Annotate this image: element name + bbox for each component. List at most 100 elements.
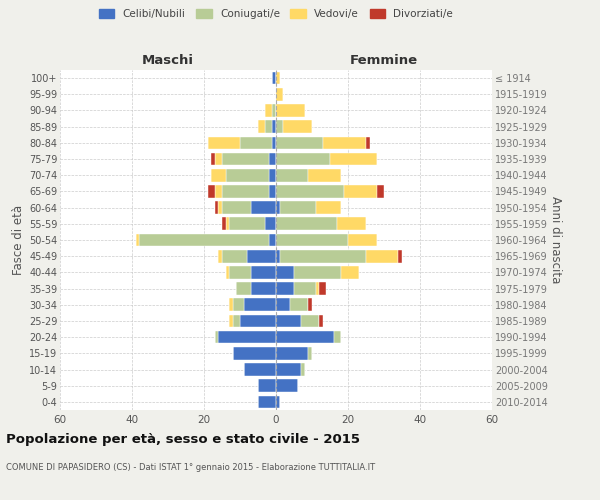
Bar bbox=[276, 314, 301, 328]
Bar bbox=[276, 120, 283, 133]
Y-axis label: Anni di nascita: Anni di nascita bbox=[548, 196, 562, 284]
Bar bbox=[301, 314, 319, 328]
Bar bbox=[222, 185, 269, 198]
Bar bbox=[276, 396, 280, 408]
Bar bbox=[276, 185, 344, 198]
Bar bbox=[272, 104, 276, 117]
Bar bbox=[211, 169, 226, 181]
Bar bbox=[139, 234, 269, 246]
Bar bbox=[240, 136, 272, 149]
Bar bbox=[258, 380, 276, 392]
Bar bbox=[272, 120, 276, 133]
Bar bbox=[276, 72, 280, 85]
Bar bbox=[276, 218, 337, 230]
Bar bbox=[226, 169, 269, 181]
Bar bbox=[226, 218, 229, 230]
Bar bbox=[251, 282, 276, 295]
Bar bbox=[276, 152, 330, 166]
Bar bbox=[226, 266, 229, 278]
Bar bbox=[269, 185, 276, 198]
Bar bbox=[229, 266, 251, 278]
Bar bbox=[233, 298, 244, 311]
Bar bbox=[280, 250, 366, 262]
Bar bbox=[244, 363, 276, 376]
Bar bbox=[222, 218, 226, 230]
Bar bbox=[251, 202, 276, 214]
Bar bbox=[301, 363, 305, 376]
Bar bbox=[258, 396, 276, 408]
Bar bbox=[341, 266, 359, 278]
Bar bbox=[233, 314, 240, 328]
Bar bbox=[308, 347, 312, 360]
Bar bbox=[269, 234, 276, 246]
Bar bbox=[222, 202, 251, 214]
Bar bbox=[276, 298, 290, 311]
Bar bbox=[294, 282, 316, 295]
Bar bbox=[272, 136, 276, 149]
Bar bbox=[316, 202, 341, 214]
Bar bbox=[208, 185, 215, 198]
Bar bbox=[366, 250, 398, 262]
Bar bbox=[276, 234, 348, 246]
Bar bbox=[222, 152, 269, 166]
Bar bbox=[211, 152, 215, 166]
Bar bbox=[276, 331, 334, 344]
Bar bbox=[344, 185, 377, 198]
Bar bbox=[244, 298, 276, 311]
Legend: Celibi/Nubili, Coniugati/e, Vedovi/e, Divorziati/e: Celibi/Nubili, Coniugati/e, Vedovi/e, Di… bbox=[95, 5, 457, 24]
Bar bbox=[269, 152, 276, 166]
Bar bbox=[323, 136, 366, 149]
Bar bbox=[276, 136, 323, 149]
Bar bbox=[280, 202, 316, 214]
Bar bbox=[258, 120, 265, 133]
Bar bbox=[233, 347, 276, 360]
Text: Popolazione per età, sesso e stato civile - 2015: Popolazione per età, sesso e stato civil… bbox=[6, 432, 360, 446]
Text: Femmine: Femmine bbox=[350, 54, 418, 68]
Bar bbox=[208, 136, 240, 149]
Bar bbox=[229, 218, 265, 230]
Bar bbox=[334, 331, 341, 344]
Bar bbox=[215, 152, 222, 166]
Bar bbox=[276, 282, 294, 295]
Bar bbox=[218, 202, 222, 214]
Bar bbox=[136, 234, 139, 246]
Bar bbox=[215, 331, 218, 344]
Bar bbox=[377, 185, 384, 198]
Bar bbox=[308, 169, 341, 181]
Bar bbox=[316, 282, 319, 295]
Bar bbox=[319, 314, 323, 328]
Bar bbox=[276, 347, 308, 360]
Bar bbox=[283, 120, 312, 133]
Bar bbox=[236, 282, 251, 295]
Bar bbox=[308, 298, 312, 311]
Bar bbox=[276, 363, 301, 376]
Text: COMUNE DI PAPASIDERO (CS) - Dati ISTAT 1° gennaio 2015 - Elaborazione TUTTITALIA: COMUNE DI PAPASIDERO (CS) - Dati ISTAT 1… bbox=[6, 462, 375, 471]
Bar bbox=[215, 202, 218, 214]
Y-axis label: Fasce di età: Fasce di età bbox=[11, 205, 25, 275]
Bar bbox=[240, 314, 276, 328]
Text: Maschi: Maschi bbox=[142, 54, 194, 68]
Bar bbox=[276, 250, 280, 262]
Bar bbox=[218, 331, 276, 344]
Bar bbox=[276, 202, 280, 214]
Bar bbox=[330, 152, 377, 166]
Bar bbox=[218, 250, 222, 262]
Bar bbox=[276, 380, 298, 392]
Bar bbox=[398, 250, 402, 262]
Bar bbox=[276, 169, 308, 181]
Bar bbox=[215, 185, 222, 198]
Bar bbox=[337, 218, 366, 230]
Bar bbox=[247, 250, 276, 262]
Bar bbox=[265, 104, 272, 117]
Bar bbox=[276, 266, 294, 278]
Bar bbox=[269, 169, 276, 181]
Bar bbox=[265, 218, 276, 230]
Bar bbox=[276, 88, 283, 101]
Bar bbox=[319, 282, 326, 295]
Bar bbox=[222, 250, 247, 262]
Bar bbox=[348, 234, 377, 246]
Bar bbox=[366, 136, 370, 149]
Bar bbox=[272, 72, 276, 85]
Bar bbox=[276, 104, 305, 117]
Bar bbox=[265, 120, 272, 133]
